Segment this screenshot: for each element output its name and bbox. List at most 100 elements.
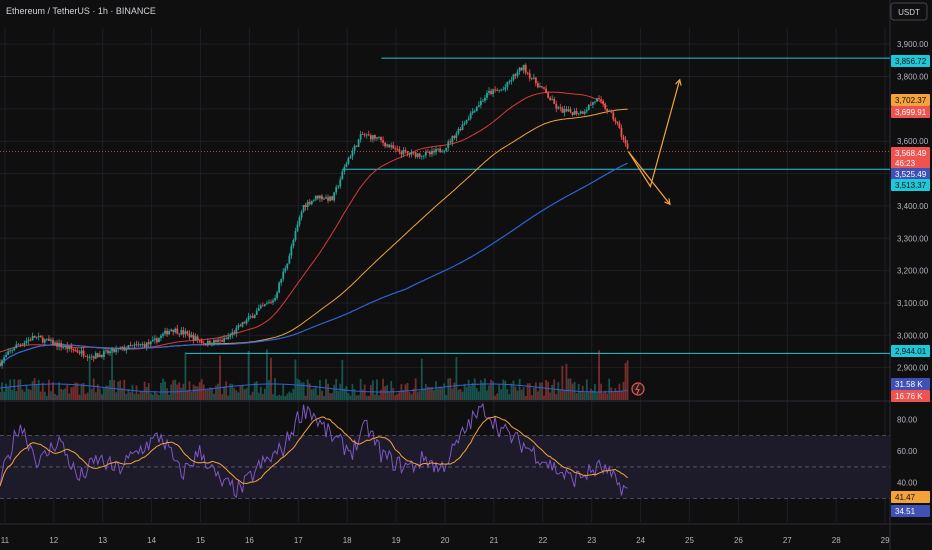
candle-body — [453, 135, 456, 138]
candle-body — [598, 98, 600, 100]
candle-body — [37, 335, 40, 337]
volume-bar — [453, 382, 456, 400]
candle-body — [445, 147, 448, 151]
volume-bar — [539, 382, 541, 400]
volume-bar — [518, 378, 521, 400]
candle-body — [534, 77, 537, 84]
currency-button[interactable]: USDT — [890, 2, 928, 21]
volume-bar — [280, 395, 283, 400]
candle-body — [211, 344, 213, 346]
candle-body — [451, 135, 454, 143]
volume-bar — [380, 389, 382, 400]
candle-body — [402, 150, 405, 155]
projection-arrows[interactable] — [627, 78, 682, 206]
price-tick-label: 3,900.00 — [897, 40, 929, 49]
candle-body — [549, 97, 552, 101]
volume-bar — [486, 390, 488, 400]
time-tick-label: 14 — [147, 536, 156, 545]
rsi-tag-bg — [891, 491, 930, 503]
candle-body — [286, 263, 289, 269]
volume-bar — [510, 383, 513, 400]
time-axis[interactable]: 11 12 13 14 15 16 17 18 19 20 21 22 23 24 25 26 27 28 29 — [1, 536, 890, 545]
volume-bar — [343, 388, 346, 400]
candle-body — [624, 139, 627, 144]
candle-body — [365, 134, 368, 136]
time-tick-label: 15 — [196, 536, 205, 545]
volume-bar — [420, 358, 423, 400]
candle-body — [155, 338, 158, 343]
volume-bar — [121, 388, 124, 400]
candle-body — [164, 330, 166, 334]
price-axis[interactable]: 2,900.00 3,000.00 3,100.00 3,200.00 3,300.00… — [891, 40, 930, 517]
candle-body — [233, 332, 236, 334]
volume-bar — [155, 393, 158, 400]
candle-body — [524, 64, 527, 73]
volume-bar — [475, 388, 478, 400]
candle-body — [282, 271, 285, 280]
volume-bar — [56, 395, 58, 400]
volume-bar — [534, 382, 537, 400]
volume-bar — [571, 383, 574, 400]
candle-body — [481, 100, 484, 102]
candle-body — [610, 110, 613, 113]
volume-bar — [62, 389, 65, 400]
volume-bar — [298, 379, 301, 400]
candle-body — [276, 292, 279, 299]
volume-bar — [392, 387, 395, 400]
volume-bar — [592, 390, 594, 400]
candle-body — [502, 89, 505, 91]
price-tag: 46:23 — [895, 159, 916, 168]
candle-body — [620, 127, 623, 137]
candle-body — [479, 101, 482, 106]
candle-body — [329, 196, 331, 201]
candle-body — [614, 119, 617, 122]
volume-bar — [435, 381, 437, 400]
candle-body — [60, 343, 63, 348]
candle-body — [178, 333, 181, 335]
candle-body — [105, 350, 107, 352]
candle-body — [39, 335, 42, 338]
volume-bar — [512, 380, 515, 400]
candle-body — [147, 342, 150, 345]
candle-body — [180, 330, 183, 335]
candle-body — [92, 356, 95, 359]
rsi-tag: 41.47 — [895, 493, 916, 502]
candle-body — [121, 346, 124, 349]
volume-bar — [158, 395, 160, 400]
volume-bar — [612, 392, 615, 400]
candle-body — [559, 107, 562, 109]
candle-body — [355, 145, 358, 147]
price-tick-label: 3,000.00 — [897, 331, 929, 340]
volume-bar — [500, 389, 503, 400]
volume-bar — [426, 386, 429, 400]
alert-icon[interactable] — [631, 382, 645, 396]
volume-tag-bg — [891, 390, 930, 402]
volume-bar — [585, 379, 588, 400]
volume-bar — [382, 378, 384, 400]
volume-bar — [288, 391, 291, 400]
volume-bar — [325, 379, 327, 400]
candle-body — [131, 345, 134, 347]
candle-body — [547, 92, 549, 98]
volume-bar — [105, 385, 107, 400]
volume-bar — [274, 378, 276, 400]
volume-bar — [378, 395, 380, 400]
candle-body — [386, 144, 389, 147]
volume-bar — [11, 390, 14, 400]
volume-bar — [84, 394, 87, 400]
volume-bar — [276, 395, 279, 400]
volume-bar — [504, 380, 507, 400]
volume-bar — [1, 382, 3, 400]
volume-bar — [68, 393, 71, 400]
candle-body — [56, 342, 58, 347]
price-tick-label: 3,100.00 — [897, 299, 929, 308]
candle-body — [113, 348, 116, 352]
volume-bar — [549, 392, 552, 400]
volume-bar — [263, 388, 266, 400]
candle-body — [227, 336, 230, 339]
candle-body — [151, 339, 154, 342]
rsi-tick-label: 40.00 — [897, 479, 918, 488]
candle-body — [1, 360, 3, 366]
volume-bar — [455, 357, 458, 400]
